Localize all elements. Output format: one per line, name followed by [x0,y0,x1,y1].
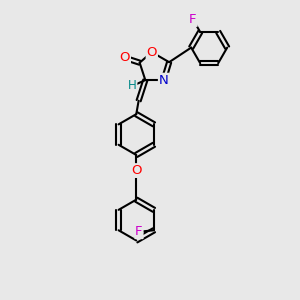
Text: O: O [131,164,142,177]
Text: F: F [189,13,197,26]
Text: H: H [128,80,136,92]
Text: N: N [159,74,169,87]
Text: O: O [120,51,130,64]
Text: F: F [135,225,143,238]
Text: O: O [146,46,157,59]
